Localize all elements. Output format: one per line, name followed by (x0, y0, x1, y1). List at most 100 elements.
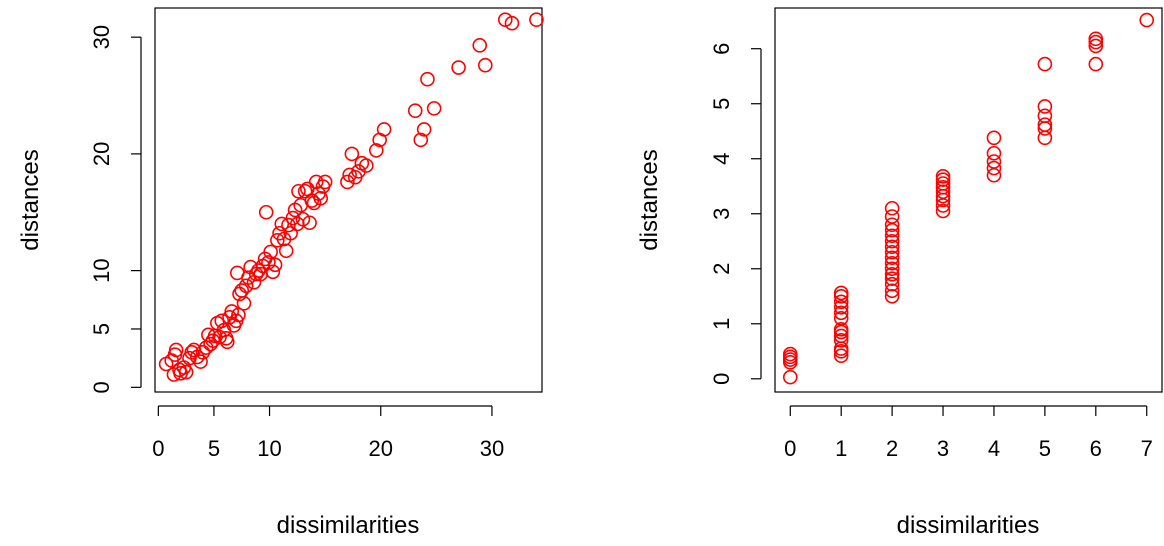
right-data-point (884, 228, 900, 244)
right-x-tick-label: 4 (988, 436, 1000, 461)
right-data-point (884, 271, 900, 286)
right-data-point (986, 130, 1002, 146)
right-data-point (935, 169, 951, 184)
right-y-tick-label: 0 (709, 373, 734, 385)
right-y-tick-label: 5 (709, 98, 734, 110)
left-y-tick-label: 20 (89, 142, 114, 166)
left-x-tick-label: 10 (257, 436, 281, 461)
left-data-point (426, 101, 442, 116)
right-data-point (782, 369, 798, 385)
right-x-axis-title: dissimilarities (897, 512, 1040, 539)
right-data-point (884, 283, 900, 299)
right-y-axis-title: distances (636, 149, 663, 250)
left-data-point (340, 174, 355, 190)
right-x-axis: 0 1 2 3 4 5 6 7 (784, 405, 1153, 461)
left-data-point (168, 342, 184, 358)
left-x-tick-label: 0 (152, 436, 164, 461)
right-plot-frame (774, 7, 1163, 393)
left-data-point (214, 313, 230, 329)
left-y-tick-label: 30 (89, 25, 114, 49)
right-data-point (884, 200, 900, 216)
left-data-point (270, 232, 285, 248)
right-data-point (1139, 12, 1155, 28)
right-data-point (884, 288, 900, 304)
right-points (782, 12, 1155, 385)
right-y-tick-label: 1 (709, 318, 734, 330)
left-data-point (193, 354, 208, 369)
right-data-point (833, 321, 849, 337)
left-y-tick-label: 0 (89, 381, 114, 393)
left-data-point (291, 183, 306, 199)
left-data-point (472, 38, 488, 53)
right-x-tick-label: 6 (1090, 436, 1102, 461)
left-data-point (263, 244, 278, 260)
right-data-point (884, 244, 900, 260)
left-data-point (529, 12, 544, 27)
right-data-point (935, 180, 951, 195)
right-data-point (1037, 99, 1053, 114)
right-x-tick-label: 5 (1039, 436, 1051, 461)
right-panel: 0 1 2 3 4 5 6 7 0 1 2 3 4 5 6 dissimilarities distanc… (636, 7, 1163, 539)
left-data-point (413, 132, 429, 148)
right-y-tick-label: 3 (709, 208, 734, 220)
right-y-tick-label: 4 (709, 153, 734, 165)
left-x-tick-label: 5 (208, 436, 220, 461)
right-x-tick-label: 1 (835, 436, 847, 461)
right-data-point (986, 154, 1002, 169)
left-data-point (231, 307, 246, 323)
right-data-point (833, 328, 849, 344)
left-data-point (195, 345, 211, 360)
right-data-point (884, 233, 900, 249)
right-data-point (884, 217, 900, 233)
left-data-point (203, 336, 218, 352)
right-data-point (935, 184, 951, 200)
right-data-point (1088, 31, 1104, 47)
right-x-tick-label: 3 (937, 436, 949, 461)
right-data-point (935, 203, 951, 219)
left-data-point (274, 216, 290, 232)
left-y-axis-title: distances (17, 149, 44, 250)
left-panel: 0 5 10 20 30 0 5 10 20 30 dissimilarities distan… (17, 7, 544, 539)
right-data-point (1037, 56, 1053, 72)
right-data-point (782, 346, 798, 362)
left-x-tick-label: 20 (369, 436, 393, 461)
right-x-tick-label: 0 (784, 436, 796, 461)
left-x-axis-title: dissimilarities (277, 512, 420, 539)
left-data-point (258, 204, 274, 220)
right-data-point (833, 305, 849, 321)
left-data-point (504, 15, 520, 31)
right-data-point (884, 239, 900, 255)
right-data-point (833, 332, 849, 348)
left-data-point (261, 255, 276, 270)
left-plot-frame (154, 7, 543, 393)
right-data-point (884, 261, 900, 277)
left-data-point (265, 264, 281, 280)
right-data-point (884, 276, 900, 292)
right-data-point (833, 294, 849, 310)
right-data-point (1037, 117, 1053, 132)
right-x-tick-label: 7 (1141, 436, 1153, 461)
right-data-point (986, 160, 1002, 176)
left-x-axis: 0 5 10 20 30 (152, 405, 504, 461)
left-data-point (219, 334, 235, 350)
right-data-point (1088, 38, 1104, 54)
right-data-point (884, 209, 900, 224)
left-data-point (376, 122, 392, 137)
left-y-tick-label: 10 (89, 258, 114, 282)
left-data-point (416, 122, 432, 137)
left-data-point (238, 278, 254, 294)
right-data-point (1088, 56, 1104, 72)
left-data-point (236, 295, 252, 311)
right-data-point (884, 266, 900, 282)
left-data-point (358, 158, 374, 173)
left-data-point (267, 257, 283, 273)
left-data-point (295, 211, 311, 227)
left-data-point (407, 103, 423, 119)
left-data-point (302, 215, 317, 231)
left-data-point (497, 12, 513, 27)
left-data-point (178, 364, 194, 380)
right-data-point (884, 250, 900, 266)
left-data-point (477, 57, 493, 73)
left-data-point (251, 263, 266, 278)
